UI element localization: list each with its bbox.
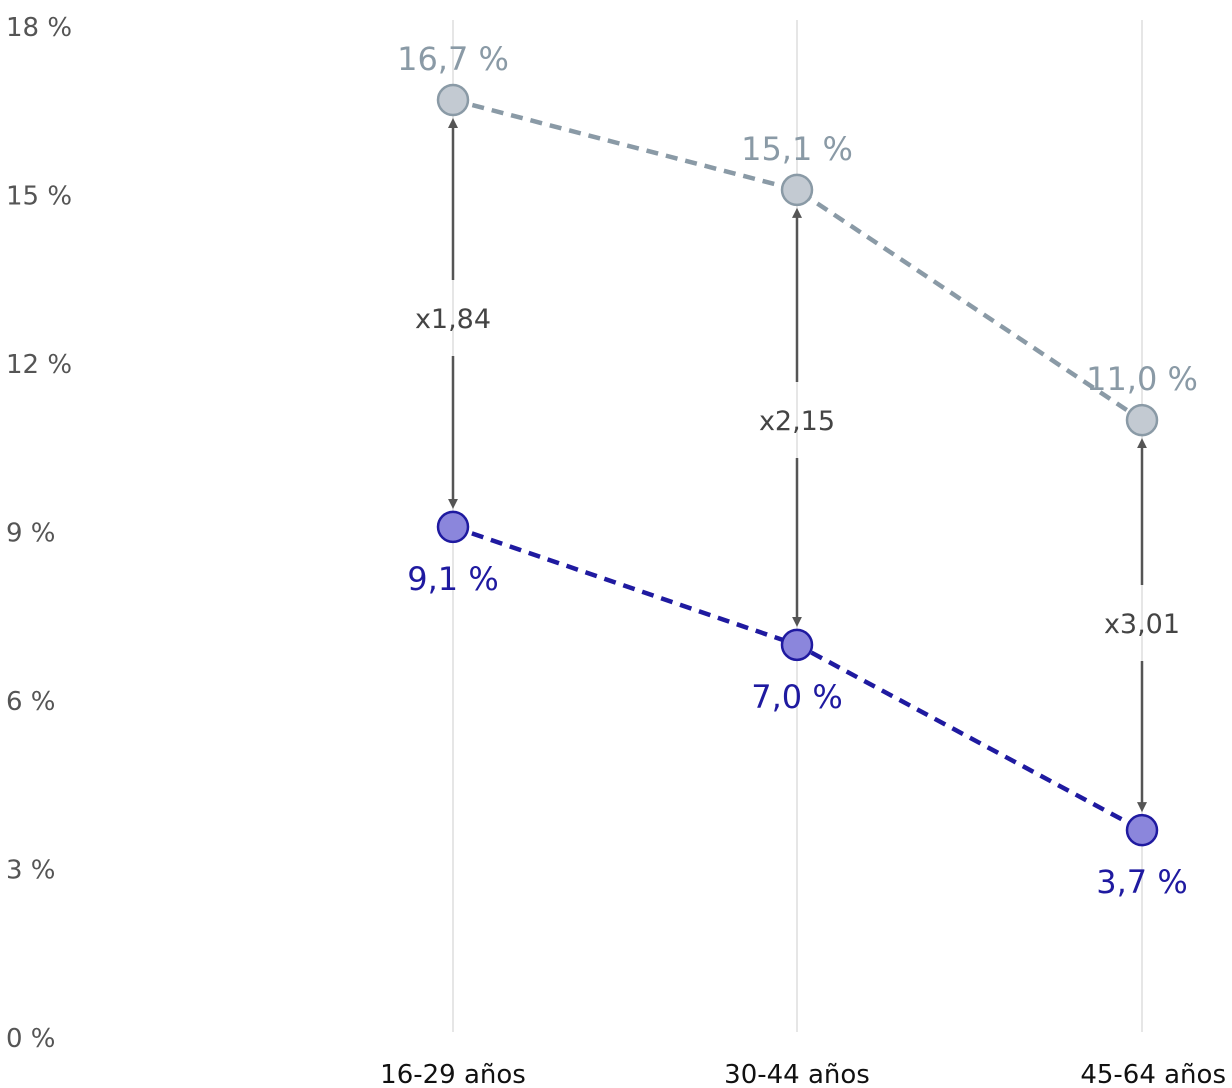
data-points — [436, 83, 1159, 847]
ratio-label: x3,01 — [1104, 609, 1180, 640]
x-tick-label: 30-44 años — [724, 1060, 870, 1088]
data-point-series-1 — [780, 173, 814, 207]
y-tick-label: 9 % — [6, 519, 56, 549]
x-axis: 16-29 años 30-44 años 45-64 años — [380, 1060, 1226, 1088]
data-labels: 16,7 % 15,1 % 11,0 % 9,1 % 7,0 % 3,7 % — [397, 40, 1198, 901]
data-label-series-1: 11,0 % — [1086, 360, 1198, 398]
data-label-series-2: 3,7 % — [1096, 863, 1187, 901]
ratio-label: x2,15 — [759, 406, 835, 437]
data-point-series-1 — [436, 83, 470, 117]
y-tick-label: 6 % — [6, 687, 56, 717]
ratio-arrows: x1,84 x2,15 x3,01 — [415, 118, 1180, 813]
y-tick-label: 0 % — [6, 1024, 56, 1054]
y-tick-label: 3 % — [6, 856, 56, 886]
data-point-series-2 — [436, 510, 470, 544]
x-tick-label: 16-29 años — [380, 1060, 526, 1088]
y-tick-label: 18 % — [6, 13, 72, 43]
y-axis: 0 % 3 % 6 % 9 % 12 % 15 % 18 % — [6, 13, 72, 1054]
data-label-series-1: 16,7 % — [397, 40, 509, 78]
data-point-series-1 — [1125, 403, 1159, 437]
data-label-series-2: 9,1 % — [407, 560, 498, 598]
data-point-series-2 — [1125, 813, 1159, 847]
data-label-series-2: 7,0 % — [751, 678, 842, 716]
data-point-series-2 — [780, 628, 814, 662]
y-tick-label: 15 % — [6, 182, 72, 212]
y-tick-label: 12 % — [6, 350, 72, 380]
ratio-label: x1,84 — [415, 304, 491, 335]
x-tick-label: 45-64 años — [1080, 1060, 1226, 1088]
data-label-series-1: 15,1 % — [741, 130, 853, 168]
